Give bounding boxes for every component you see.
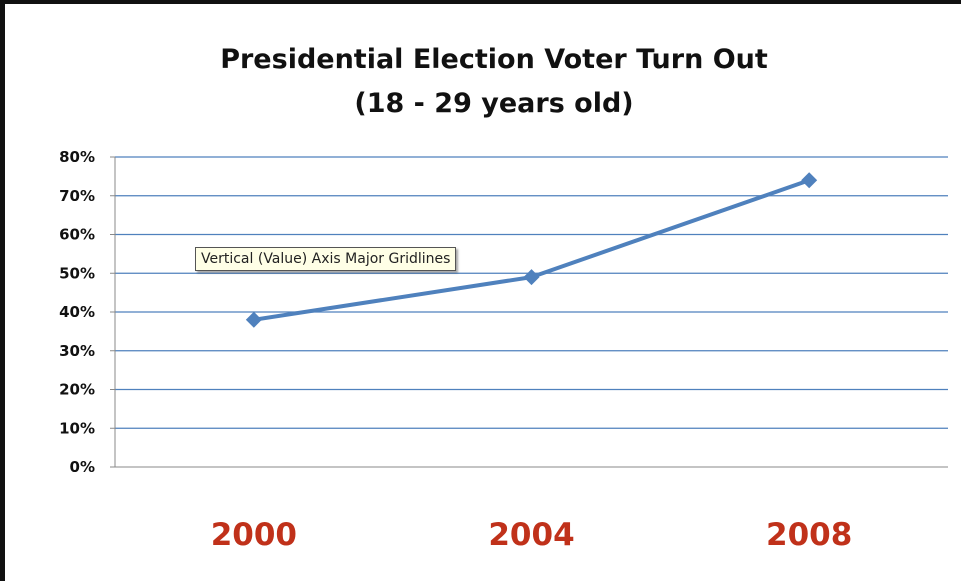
gridlines[interactable] [115,156,948,429]
axes [110,156,948,468]
data-point-marker[interactable] [523,269,540,286]
y-tick-label: 30% [59,342,95,360]
x-tick-label: 2008 [766,517,852,553]
x-tick-label: 2000 [211,517,297,553]
y-tick-label: 10% [59,419,95,437]
y-tick-label: 20% [59,381,95,399]
y-tick-label: 40% [59,303,95,321]
x-axis-tick-labels: 2000 2004 2008 [211,517,853,553]
data-point-marker[interactable] [801,172,818,189]
y-tick-label: 50% [59,264,95,282]
chart-title: Presidential Election Voter Turn Out [220,44,768,75]
y-tick-label: 60% [59,226,95,244]
y-tick-label: 70% [59,187,95,205]
gridlines-tooltip: Vertical (Value) Axis Major Gridlines [195,247,457,271]
y-tick-label: 0% [70,458,95,476]
chart-subtitle: (18 - 29 years old) [354,88,633,119]
data-series[interactable] [245,172,818,328]
data-point-marker[interactable] [245,311,262,328]
x-tick-label: 2004 [488,517,574,553]
y-tick-label: 80% [59,148,95,166]
chart-svg: Presidential Election Voter Turn Out (18… [59,44,948,553]
y-axis-tick-labels: 0% 10% 20% 30% 40% 50% 60% 70% 80% [59,148,95,476]
